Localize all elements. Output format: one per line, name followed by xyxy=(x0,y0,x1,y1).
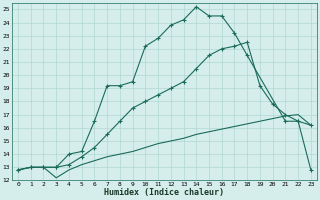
X-axis label: Humidex (Indice chaleur): Humidex (Indice chaleur) xyxy=(104,188,224,197)
